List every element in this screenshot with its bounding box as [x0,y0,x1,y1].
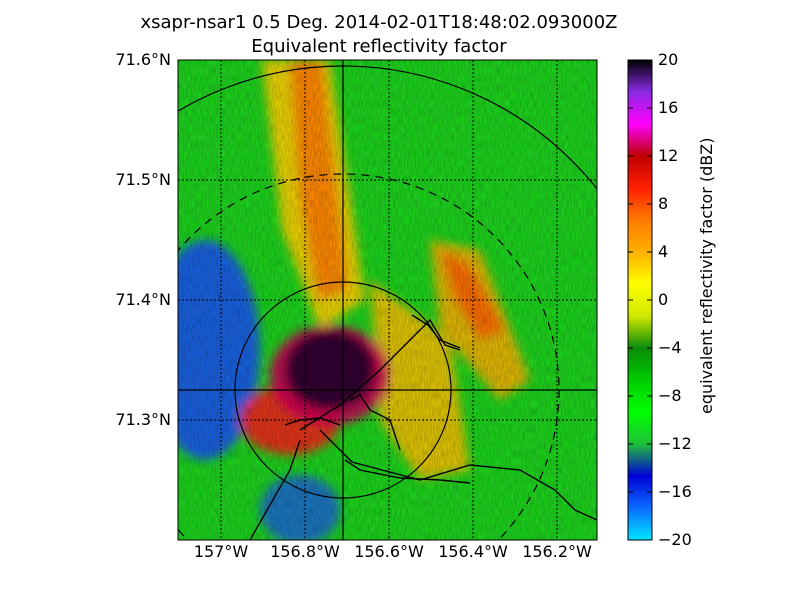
colorbar-tick-label: −20 [658,530,692,549]
colorbar-tick-label: −8 [658,386,682,405]
x-tick-label: 156.8°W [270,542,340,561]
colorbar-tick-label: −16 [658,482,692,501]
x-tick-label: 156.6°W [354,542,424,561]
colorbar-tick-label: 4 [658,242,669,261]
graticule [178,60,597,540]
colorbar-tick-label: 16 [658,98,679,117]
colorbar [627,59,653,541]
reflectivity-field [178,60,597,540]
colorbar-tick-label: 12 [658,146,679,165]
y-tick-label: 71.4°N [115,290,171,309]
colorbar-tick-label: −12 [658,434,692,453]
y-tick-label: 71.3°N [115,410,171,429]
colorbar-tick-label: 8 [658,194,669,213]
chart-subtitle: Equivalent reflectivity factor [251,36,507,57]
colorbar-tick-label: 0 [658,290,669,309]
chart-title: xsapr-nsar1 0.5 Deg. 2014-02-01T18:48:02… [140,12,618,33]
plot-frame [177,59,598,541]
y-tick-label: 71.6°N [115,50,171,69]
x-tick-label: 156.2°W [522,542,592,561]
colorbar-tick-label: 20 [658,50,679,69]
coastline [249,314,597,540]
colorbar-tick-label: −4 [658,338,682,357]
y-tick-label: 71.5°N [115,170,171,189]
x-tick-label: 157°W [193,542,249,561]
x-tick-label: 156.4°W [438,542,508,561]
colorbar-label: equivalent reflectivity factor (dBZ) [697,137,716,414]
